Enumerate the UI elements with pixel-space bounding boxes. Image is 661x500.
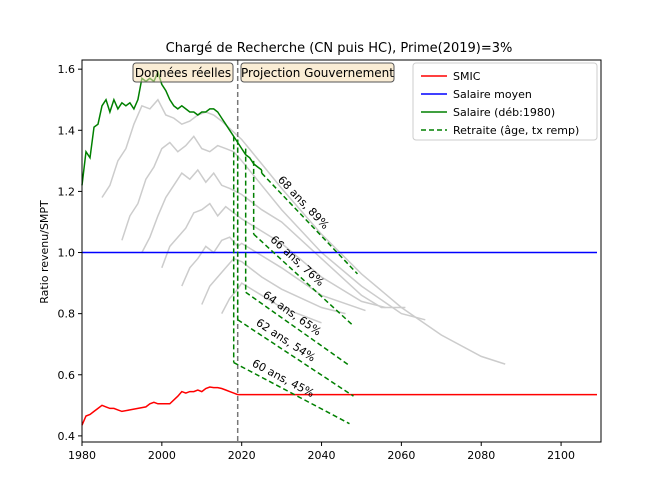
legend-label-0: SMIC [453,70,481,83]
y-tick-label-0.8: 0.8 [58,308,76,321]
legend-box [412,62,598,141]
y-tick-label-0.6: 0.6 [58,369,76,382]
y-tick-label-1.4: 1.4 [58,124,76,137]
retirement-label-3: 66 ans, 76% [268,233,327,289]
retirement-line-3 [253,233,354,327]
gray-curve-1 [121,135,426,321]
region-label-0: Données réelles [135,66,231,80]
gray-curve-2 [141,168,406,309]
retirement-line-1 [237,319,354,397]
x-tick-label-2060: 2060 [387,449,415,462]
y-tick-label-1.2: 1.2 [58,185,76,198]
retirement-line-4 [261,172,359,275]
y-tick-label-1.6: 1.6 [58,63,76,76]
y-tick-label-0.4: 0.4 [58,430,76,443]
series-line-smic [81,386,597,426]
legend-label-2: Salaire (déb:1980) [453,106,555,119]
region-label-box-1 [240,62,395,83]
legend: SMIC Salaire moyen Salaire (déb:1980) Retra… [412,62,598,141]
gray-curve-3 [161,202,386,309]
gray-curve-6 [221,282,322,324]
y-axis-label: Ratio revenu/SMPT [38,200,51,304]
series-line-salaire-d-b- [81,70,263,186]
x-tick-label-2040: 2040 [308,449,336,462]
chart-title: Chargé de Recherche (CN puis HC), Prime(… [166,41,513,56]
region-label-box-0 [132,62,234,83]
plot-layer: 60 ans, 45%62 ans, 54%64 ans, 65%66 ans,… [58,59,602,462]
x-tick-label-2020: 2020 [228,449,256,462]
retirement-label-0: 60 ans, 45% [250,357,317,400]
gray-curve-4 [181,236,366,312]
legend-label-1: Salaire moyen [453,88,532,101]
retirement-line-2 [245,291,350,367]
x-tick-label-2100: 2100 [547,449,575,462]
x-tick-label-2000: 2000 [148,449,176,462]
retirement-line-0 [233,361,350,425]
legend-label-3: Retraite (âge, tx remp) [453,124,579,137]
region-label-1: Projection Gouvernement [241,66,394,80]
y-tick-label-1: 1.0 [58,247,76,260]
plot-frame [81,59,602,443]
x-tick-label-2080: 2080 [467,449,495,462]
x-tick-label-1980: 1980 [68,449,96,462]
